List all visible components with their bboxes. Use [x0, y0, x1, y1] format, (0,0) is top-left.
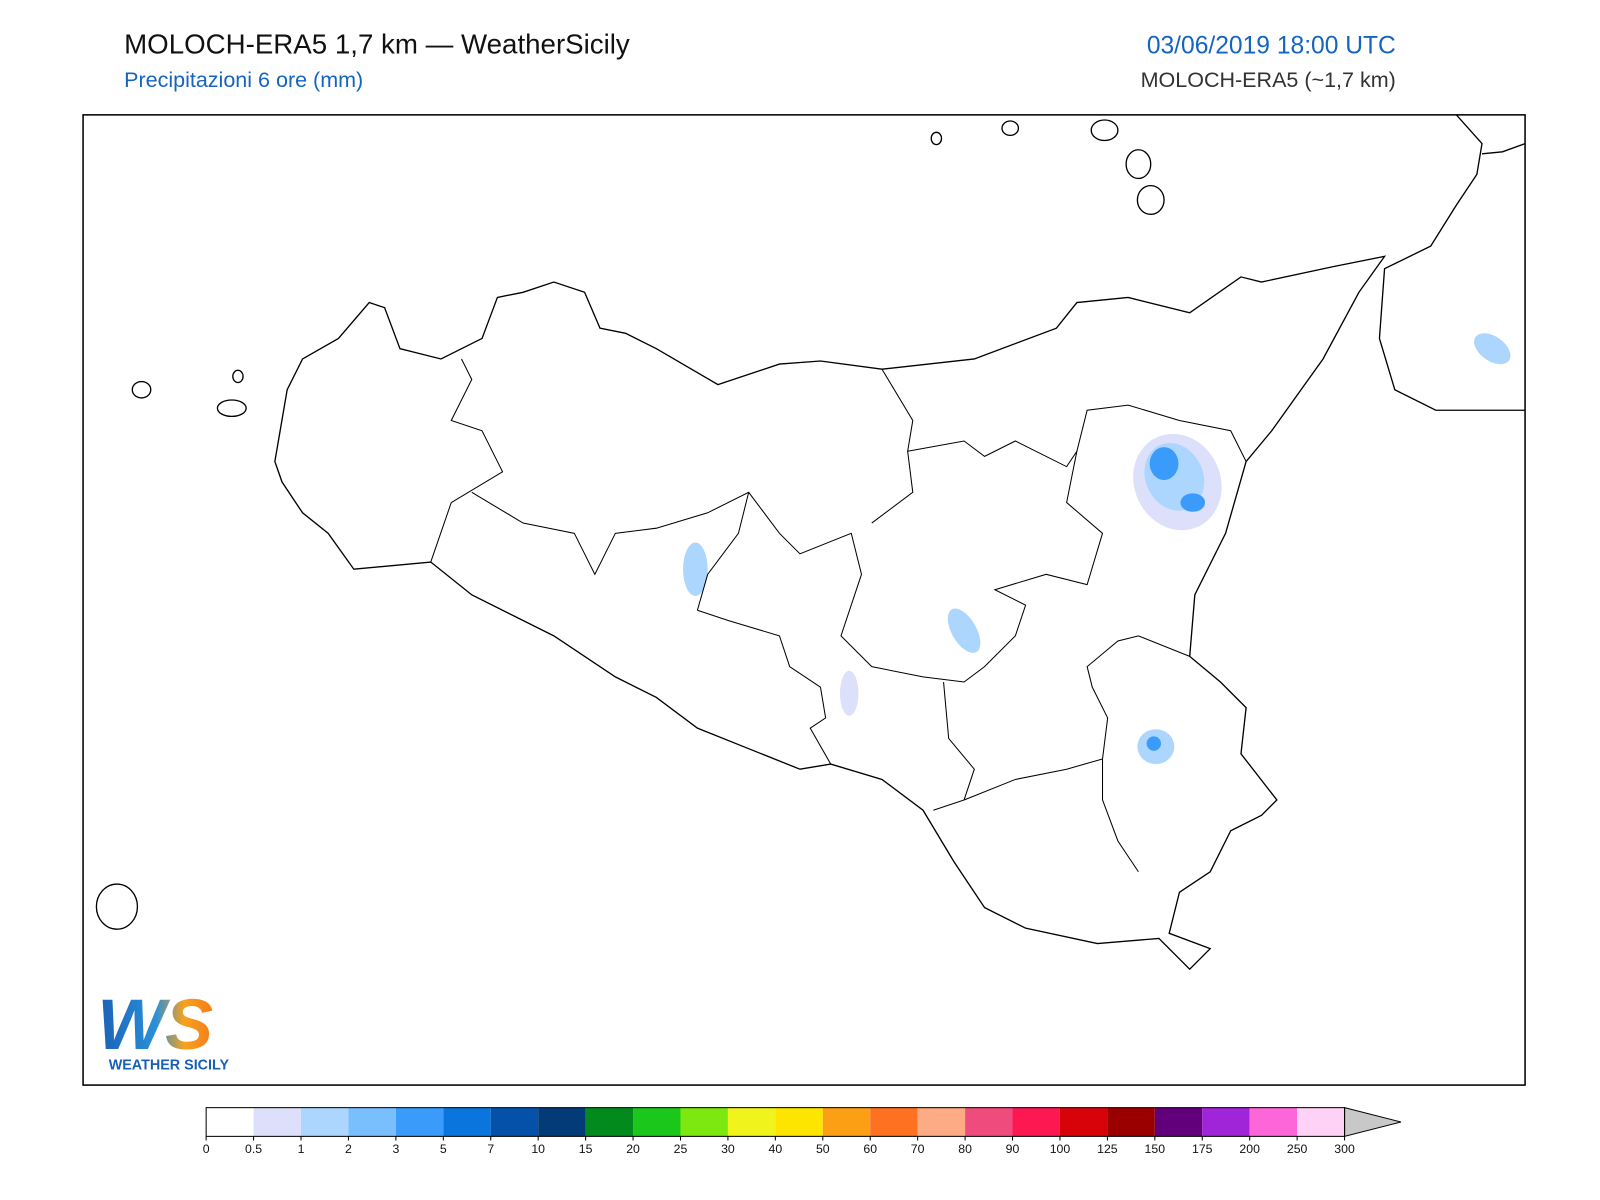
precip-area — [1474, 333, 1511, 365]
colorbar-swatch — [1202, 1107, 1250, 1137]
colorbar-swatch — [490, 1107, 539, 1137]
colorbar-swatch — [680, 1107, 728, 1137]
island — [1125, 149, 1152, 180]
province-borders — [430, 358, 1247, 873]
colorbar-tick-label: 15 — [579, 1142, 593, 1156]
colorbar-tick-label: 30 — [721, 1142, 735, 1156]
model-label: MOLOCH-ERA5 (~1,7 km) — [1141, 68, 1396, 92]
coastlines — [95, 114, 1526, 971]
colorbar-tick-label: 175 — [1192, 1142, 1213, 1156]
province-border — [430, 358, 504, 563]
colorbar-swatch — [727, 1107, 776, 1137]
colorbar-swatch — [1297, 1107, 1345, 1137]
colorbar-swatch — [1012, 1107, 1060, 1137]
colorbar-swatch — [348, 1107, 396, 1137]
precip-area — [839, 670, 859, 716]
colorbar-swatch — [301, 1107, 349, 1137]
colorbar-tick-label: 300 — [1334, 1142, 1355, 1156]
colorbar-swatch — [206, 1107, 254, 1137]
colorbar-swatch — [870, 1107, 918, 1137]
colorbar-tick-label: 60 — [863, 1142, 877, 1156]
colorbar-swatch — [1107, 1107, 1155, 1137]
colorbar-tick-label: 250 — [1287, 1142, 1308, 1156]
subtitle: Precipitazioni 6 ore (mm) — [124, 68, 363, 92]
island — [1001, 120, 1020, 137]
province-border — [697, 609, 832, 765]
precip-area — [683, 542, 708, 596]
colorbar-swatch — [1154, 1107, 1203, 1137]
colorbar-tick-label: 90 — [1006, 1142, 1020, 1156]
colorbar-tick-label: 200 — [1239, 1142, 1260, 1156]
island — [1136, 184, 1165, 216]
colorbar-tick-label: 80 — [958, 1142, 972, 1156]
colorbar-swatch — [965, 1107, 1013, 1137]
island — [131, 380, 152, 399]
colorbar-swatch — [585, 1107, 634, 1137]
title: MOLOCH-ERA5 1,7 km — WeatherSicily — [124, 28, 630, 59]
colorbar-tick-label: 1 — [298, 1142, 305, 1156]
colorbar-tick-label: 50 — [816, 1142, 830, 1156]
colorbar-tick-label: 70 — [911, 1142, 925, 1156]
colorbar-tick-label: 20 — [626, 1142, 640, 1156]
datetime: 03/06/2019 18:00 UTC — [1147, 32, 1396, 59]
sicily-coast — [274, 255, 1387, 971]
province-border — [696, 492, 750, 611]
precip-area — [947, 608, 981, 653]
colorbar-swatch — [822, 1107, 871, 1137]
colorbar-tick-label: 7 — [487, 1142, 494, 1156]
colorbar-tick-label: 100 — [1050, 1142, 1071, 1156]
province-border — [907, 440, 1078, 468]
colorbar-swatch — [443, 1107, 491, 1137]
colorbar-tick-label: 5 — [440, 1142, 447, 1156]
province-border — [933, 681, 975, 811]
colorbar-tick-label: 150 — [1145, 1142, 1166, 1156]
colorbar: 0 0.5 1 2 3 5 7 10 15 20 25 30 40 50 60 70 80 90 100 125 150… — [203, 1106, 1402, 1156]
colorbar-tick-label: 10 — [531, 1142, 545, 1156]
colorbar-swatch — [538, 1107, 586, 1137]
precip-area — [1149, 447, 1179, 480]
colorbar-tick-label: 2 — [345, 1142, 352, 1156]
colorbar-tick-label: 0 — [203, 1142, 210, 1156]
logo-mark: WS — [97, 985, 213, 1065]
colorbar-swatch — [633, 1107, 681, 1137]
province-border — [963, 635, 1190, 801]
island — [1090, 119, 1119, 142]
colorbar-swatch — [1249, 1107, 1298, 1137]
colorbar-swatch — [775, 1107, 823, 1137]
logo-name: WEATHER SICILY — [109, 1058, 230, 1074]
colorbar-tick-label: 40 — [769, 1142, 783, 1156]
colorbar-swatch — [395, 1107, 444, 1137]
island — [95, 883, 139, 930]
precip-area — [1146, 736, 1161, 751]
island — [930, 131, 943, 146]
precipitation — [683, 333, 1511, 765]
logo: WS WEATHER SICILY — [97, 985, 229, 1074]
colorbar-tick-label: 125 — [1097, 1142, 1118, 1156]
scene: MOLOCH-ERA5 1,7 km — WeatherSicily Preci… — [82, 28, 1526, 1156]
colorbar-swatch — [253, 1107, 302, 1137]
colorbar-extension — [1344, 1106, 1402, 1138]
island — [232, 369, 244, 384]
province-border — [1102, 758, 1139, 873]
precip-area — [1180, 493, 1206, 512]
colorbar-swatch — [1059, 1107, 1108, 1137]
province-border — [471, 404, 1247, 683]
calabria-coast — [1378, 114, 1526, 411]
map-frame — [82, 114, 1526, 1086]
colorbar-tick-label: 25 — [674, 1142, 688, 1156]
colorbar-swatch — [917, 1107, 966, 1137]
island — [216, 399, 247, 418]
colorbar-tick-label: 0.5 — [245, 1142, 262, 1156]
calabria-coast — [1481, 142, 1526, 155]
colorbar-tick-label: 3 — [392, 1142, 399, 1156]
